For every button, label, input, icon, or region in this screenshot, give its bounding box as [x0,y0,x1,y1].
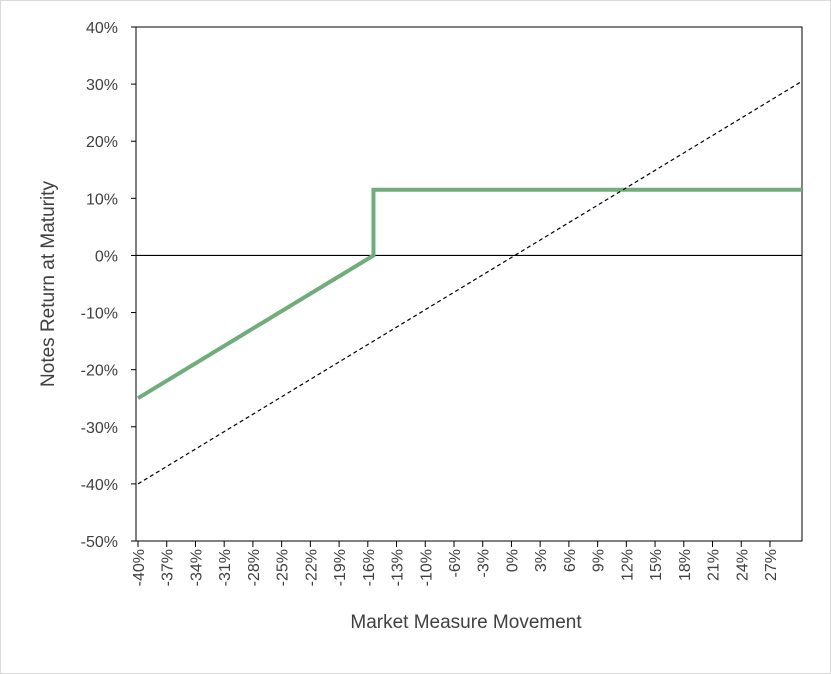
series-line [136,187,802,400]
x-tick-label: 6% [562,549,579,572]
y-tick-label: -10% [81,306,118,323]
x-tick-label: -22% [303,549,320,586]
plot-area [135,26,803,542]
x-tick-label: -19% [332,549,349,586]
x-tick-label: 24% [734,549,751,581]
y-tick-label: 0% [95,248,118,265]
x-tick-label: -40% [131,549,148,586]
y-tick-label: -30% [81,420,118,437]
x-axis-title: Market Measure Movement [350,612,582,633]
y-tick-label: -50% [81,534,118,551]
x-tick-label: -37% [160,549,177,586]
x-tick-label: -16% [361,549,378,586]
x-tick-label: 0% [504,549,521,572]
y-tick-label: 30% [86,77,118,94]
x-tick-label: 12% [619,549,636,581]
x-tick-label: 3% [533,549,550,572]
y-tick-label: -20% [81,363,118,380]
x-tick-label: -6% [447,549,464,577]
x-tick-label: -10% [418,549,435,586]
x-tick-label: -31% [217,549,234,586]
x-tick-label: -28% [246,549,263,586]
series-line [137,80,803,485]
x-tick-label: -3% [476,549,493,577]
x-tick-label: -25% [275,549,292,586]
x-tick-label: -13% [390,549,407,586]
x-tick-label: -34% [188,549,205,586]
x-tick-label: 21% [706,549,723,581]
y-tick-label: 20% [86,134,118,151]
y-tick-label: 10% [86,191,118,208]
x-tick-label: 15% [648,549,665,581]
x-tick-label: 27% [763,549,780,581]
x-tick-label: 9% [591,549,608,572]
y-tick-label: -40% [81,477,118,494]
y-axis-title: Notes Return at Maturity [38,181,59,387]
y-tick-label: 40% [86,20,118,37]
x-tick-label: 18% [677,549,694,581]
